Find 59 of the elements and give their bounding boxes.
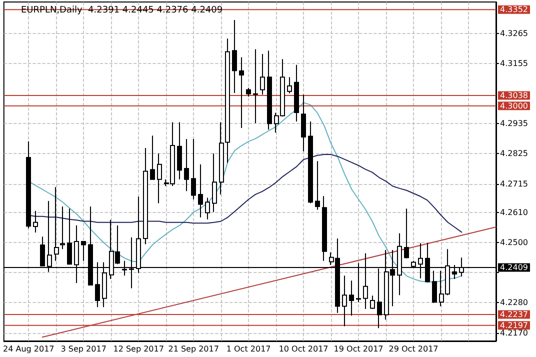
candlestick xyxy=(260,53,265,96)
candlestick xyxy=(26,140,31,229)
candlestick xyxy=(253,48,258,124)
y-tick-label: 4.3155 xyxy=(500,59,528,68)
ref-line-label: 4.3038 xyxy=(500,91,528,100)
ref-line-label: 4.2409 xyxy=(500,262,528,272)
x-tick-label: 29 Oct 2017 xyxy=(388,344,438,354)
y-tick-label: 4.2170 xyxy=(500,328,528,338)
candlestick xyxy=(322,196,327,262)
candlestick xyxy=(342,275,347,327)
candlestick xyxy=(308,120,313,204)
candlestick xyxy=(287,76,292,94)
ref-line-label: 4.2197 xyxy=(500,320,528,330)
x-tick-label: 1 Oct 2017 xyxy=(226,344,271,354)
line-series xyxy=(28,102,462,282)
x-tick-label: 24 Aug 2017 xyxy=(3,344,54,354)
x-tick-label: 3 Sep 2017 xyxy=(60,344,106,354)
y-tick-label: 4.2825 xyxy=(500,149,528,158)
candlestick xyxy=(143,147,148,245)
candlestick xyxy=(370,295,375,310)
ref-line-label: 4.2237 xyxy=(500,310,528,319)
candlestick xyxy=(205,197,210,220)
x-tick-label: 21 Sep 2017 xyxy=(168,344,219,354)
candlestick xyxy=(150,135,155,180)
candlestick xyxy=(177,122,182,180)
candlestick xyxy=(33,210,38,233)
ref-line-label: 4.3352 xyxy=(500,5,528,14)
y-tick-label: 4.2715 xyxy=(500,179,528,188)
y-tick-label: 4.2280 xyxy=(500,298,528,308)
candlestick xyxy=(239,56,244,129)
y-tick-label: 4.2610 xyxy=(500,208,528,218)
line-series xyxy=(28,154,462,233)
candlestick xyxy=(219,122,224,195)
candlestick xyxy=(349,280,354,316)
candlestick xyxy=(404,208,409,259)
candlestick xyxy=(294,64,299,122)
candlestick xyxy=(267,50,272,130)
x-tick-label: 10 Oct 2017 xyxy=(278,344,328,354)
x-tick-label: 19 Oct 2017 xyxy=(334,344,384,354)
y-tick-label: 4.3265 xyxy=(500,28,528,38)
candlestick xyxy=(191,138,196,200)
candlestick xyxy=(81,240,86,262)
candlestick xyxy=(67,208,72,265)
candlestick xyxy=(225,38,230,164)
x-tick-label: 12 Sep 2017 xyxy=(113,344,164,354)
candlestick xyxy=(315,160,320,210)
candlestick xyxy=(232,20,237,94)
candlestick xyxy=(432,270,437,304)
candlestick xyxy=(54,186,59,262)
y-tick-label: 4.2935 xyxy=(500,119,528,128)
candlestick xyxy=(184,138,189,192)
y-tick-label: 4.2500 xyxy=(500,238,528,248)
candlestick xyxy=(212,152,217,212)
candlestick xyxy=(198,164,203,218)
candlestick xyxy=(60,206,65,250)
ref-line-label: 4.3000 xyxy=(500,101,528,110)
candlestick xyxy=(157,152,162,204)
candlestick xyxy=(246,87,251,98)
candlestick xyxy=(301,94,306,152)
